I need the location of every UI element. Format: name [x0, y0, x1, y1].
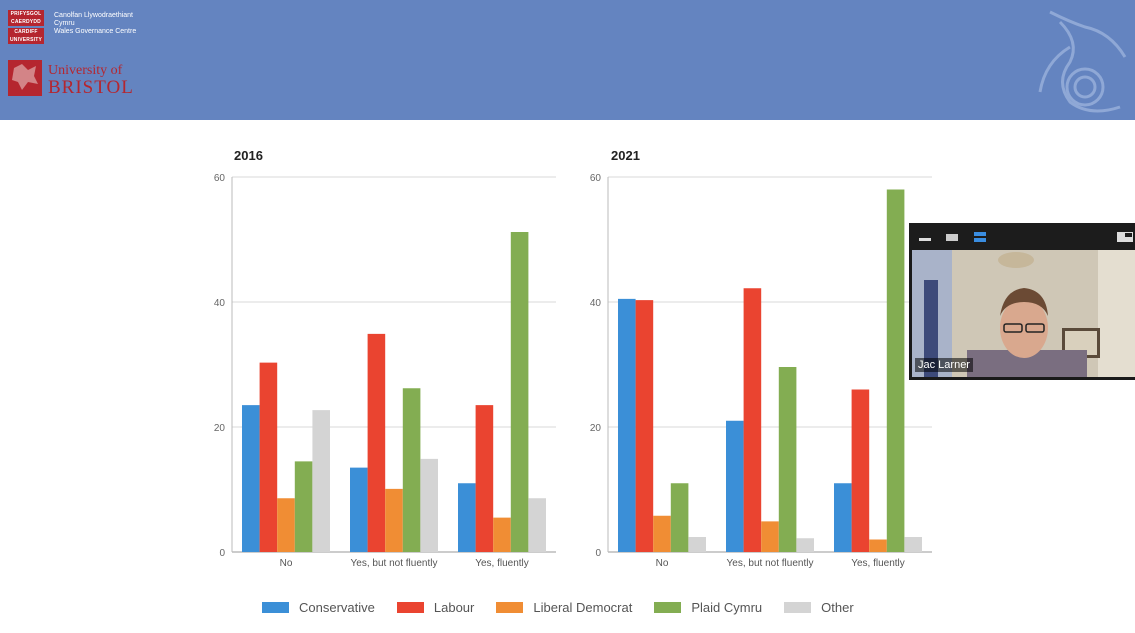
legend-item-plaid-cymru: Plaid Cymru	[654, 600, 762, 615]
bar-2016-conservative-0	[242, 405, 260, 552]
minimize-icon[interactable]	[918, 230, 932, 242]
bar-2016-labour-0	[259, 362, 278, 552]
bar-2016-other-1	[420, 458, 438, 552]
speaker-view-icon[interactable]	[973, 230, 987, 242]
bar-2021-liberal-democrat-1	[761, 521, 779, 552]
bar-2021-conservative-2	[834, 483, 852, 552]
bar-2021-liberal-democrat-0	[653, 515, 671, 552]
y-tick-label-2021-0: 0	[595, 548, 601, 559]
y-tick-label-2021-20: 20	[590, 423, 602, 434]
video-toolbar	[909, 223, 1135, 250]
bar-2021-other-1	[796, 538, 814, 552]
y-tick-label-2016-0: 0	[219, 548, 225, 559]
bar-2016-plaid-cymru-2	[510, 232, 529, 552]
participant-name-label: Jac Larner	[915, 358, 973, 372]
bristol-crest-icon	[8, 60, 42, 96]
legend-swatch	[396, 601, 424, 613]
cardiff-crest-english: CARDIFF UNIVERSITY	[8, 28, 44, 44]
bar-2021-liberal-democrat-2	[869, 539, 887, 552]
legend-swatch	[784, 601, 812, 613]
legend-item-other: Other	[784, 600, 854, 615]
bar-2021-labour-1	[743, 288, 762, 552]
legend-swatch	[262, 601, 289, 613]
bar-2021-plaid-cymru-2	[886, 189, 905, 552]
wales-governance-centre-label: Canolfan Llywodraethiant Cymru Wales Gov…	[54, 12, 144, 36]
bar-2021-labour-2	[851, 389, 870, 552]
legend-item-liberal-democrat: Liberal Democrat	[496, 600, 632, 615]
chart-title-2021: 2021	[611, 148, 640, 163]
bar-2021-labour-0	[635, 300, 654, 552]
legend-item-labour: Labour	[396, 599, 475, 615]
chart-legend: Conservative Labour Liberal Democrat Plaid …	[262, 598, 876, 616]
x-tick-label-2016-1: Yes, but not fluently	[351, 558, 438, 569]
wgc-english-text: Wales Governance Centre	[54, 28, 137, 35]
bar-2016-other-2	[528, 498, 546, 552]
bar-2016-labour-1	[367, 333, 386, 552]
bar-2021-plaid-cymru-0	[670, 483, 689, 552]
bristol-logo: University of BRISTOL	[8, 60, 138, 98]
bar-2016-liberal-democrat-2	[493, 517, 511, 552]
legend-label: Conservative	[299, 599, 375, 615]
header-banner: PRIFYSGOL CAERDYDD CARDIFF UNIVERSITY Ca…	[0, 0, 1135, 120]
bar-2016-liberal-democrat-1	[385, 488, 403, 552]
y-tick-label-2021-60: 60	[590, 173, 602, 184]
bar-2016-conservative-2	[458, 483, 476, 552]
bar-2021-conservative-0	[618, 298, 636, 552]
participant-image	[912, 250, 1135, 377]
cardiff-crest-welsh: PRIFYSGOL CAERDYDD	[8, 10, 44, 26]
gallery-view-icon[interactable]	[945, 230, 959, 242]
x-tick-label-2021-1: Yes, but not fluently	[727, 558, 814, 569]
bar-2021-other-2	[904, 537, 922, 552]
bar-2021-other-0	[688, 537, 706, 552]
x-tick-label-2016-0: No	[280, 558, 293, 569]
participant-video-feed: Jac Larner	[912, 250, 1135, 377]
bar-2021-plaid-cymru-1	[778, 367, 797, 552]
legend-swatch	[654, 601, 682, 613]
legend-swatch	[496, 601, 524, 613]
dragon-logo-icon	[1030, 2, 1135, 120]
x-tick-label-2021-2: Yes, fluently	[851, 558, 905, 569]
wgc-welsh-text: Canolfan Llywodraethiant Cymru	[54, 12, 133, 27]
y-tick-label-2016-20: 20	[214, 423, 226, 434]
bar-2021-conservative-1	[726, 420, 744, 552]
legend-label: Labour	[433, 599, 475, 615]
bar-2016-plaid-cymru-1	[402, 388, 421, 552]
legend-label: Other	[821, 599, 854, 615]
x-tick-label-2016-2: Yes, fluently	[475, 558, 529, 569]
y-tick-label-2016-60: 60	[214, 173, 226, 184]
bar-2016-plaid-cymru-0	[294, 461, 313, 552]
bar-2016-other-0	[312, 410, 330, 552]
bristol-text-line2: BRISTOL	[48, 77, 134, 98]
bristol-text-line1: University of	[48, 63, 123, 78]
bar-2016-labour-2	[475, 405, 494, 552]
chart-title-2016: 2016	[234, 148, 263, 163]
picture-in-picture-icon[interactable]	[1116, 230, 1134, 242]
legend-label: Liberal Democrat	[533, 599, 633, 615]
bar-2016-liberal-democrat-0	[277, 498, 295, 552]
y-tick-label-2016-40: 40	[214, 298, 226, 309]
video-panel[interactable]: Jac Larner	[909, 223, 1135, 380]
legend-label: Plaid Cymru	[691, 599, 763, 615]
bar-2016-conservative-1	[350, 467, 368, 552]
y-tick-label-2021-40: 40	[590, 298, 602, 309]
x-tick-label-2021-0: No	[656, 558, 669, 569]
legend-item-conservative: Conservative	[262, 600, 375, 615]
